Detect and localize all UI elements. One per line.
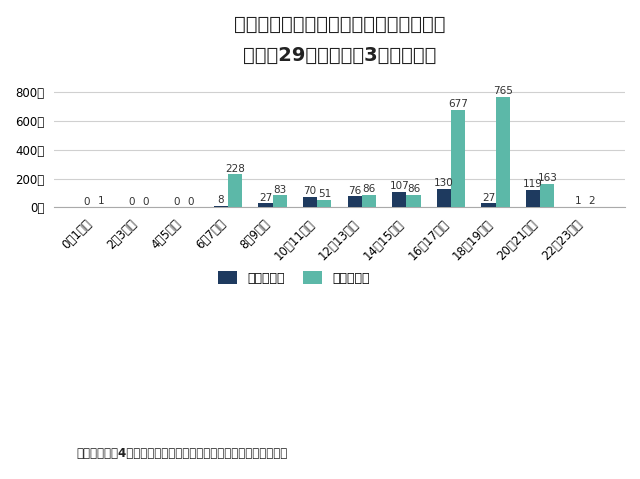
Title: 児童の歩行中の時間帯別死者・重傷者数
（平成29年度～令和3年度合計）: 児童の歩行中の時間帯別死者・重傷者数 （平成29年度～令和3年度合計） <box>234 15 445 65</box>
Text: 70: 70 <box>303 186 317 196</box>
Bar <box>273 195 287 207</box>
Bar <box>259 204 273 207</box>
Text: 86: 86 <box>407 184 420 194</box>
Text: 27: 27 <box>259 193 272 203</box>
Text: 1: 1 <box>98 196 105 206</box>
Text: 163: 163 <box>538 173 557 183</box>
Text: 677: 677 <box>448 99 468 109</box>
Text: 0: 0 <box>188 196 194 206</box>
Text: 119: 119 <box>523 179 543 189</box>
Text: 警察庁「令和4年春の全国交通安全運動の実施について」より作成: 警察庁「令和4年春の全国交通安全運動の実施について」より作成 <box>77 447 288 460</box>
Bar <box>481 204 495 207</box>
Text: 765: 765 <box>493 86 513 96</box>
Bar <box>303 197 317 207</box>
Text: 1: 1 <box>574 196 581 206</box>
Bar <box>540 184 554 207</box>
Text: 228: 228 <box>225 164 245 173</box>
Text: 51: 51 <box>317 189 331 199</box>
Legend: 土～日曜日, 月～金曜日: 土～日曜日, 月～金曜日 <box>213 266 374 290</box>
Text: 76: 76 <box>348 185 361 195</box>
Bar <box>436 189 451 207</box>
Bar <box>214 206 228 207</box>
Text: 0: 0 <box>143 196 149 206</box>
Bar <box>406 195 420 207</box>
Text: 83: 83 <box>273 184 286 194</box>
Text: 8: 8 <box>218 195 224 205</box>
Text: 86: 86 <box>362 184 376 194</box>
Bar <box>348 196 362 207</box>
Bar <box>451 110 465 207</box>
Bar <box>392 192 406 207</box>
Bar <box>362 195 376 207</box>
Text: 0: 0 <box>84 196 90 206</box>
Text: 130: 130 <box>434 178 454 188</box>
Bar <box>495 97 510 207</box>
Text: 107: 107 <box>389 181 409 191</box>
Text: 2: 2 <box>589 196 595 206</box>
Text: 27: 27 <box>482 193 495 203</box>
Bar <box>526 190 540 207</box>
Text: 0: 0 <box>129 196 135 206</box>
Bar <box>317 200 332 207</box>
Bar <box>228 174 243 207</box>
Text: 0: 0 <box>173 196 179 206</box>
